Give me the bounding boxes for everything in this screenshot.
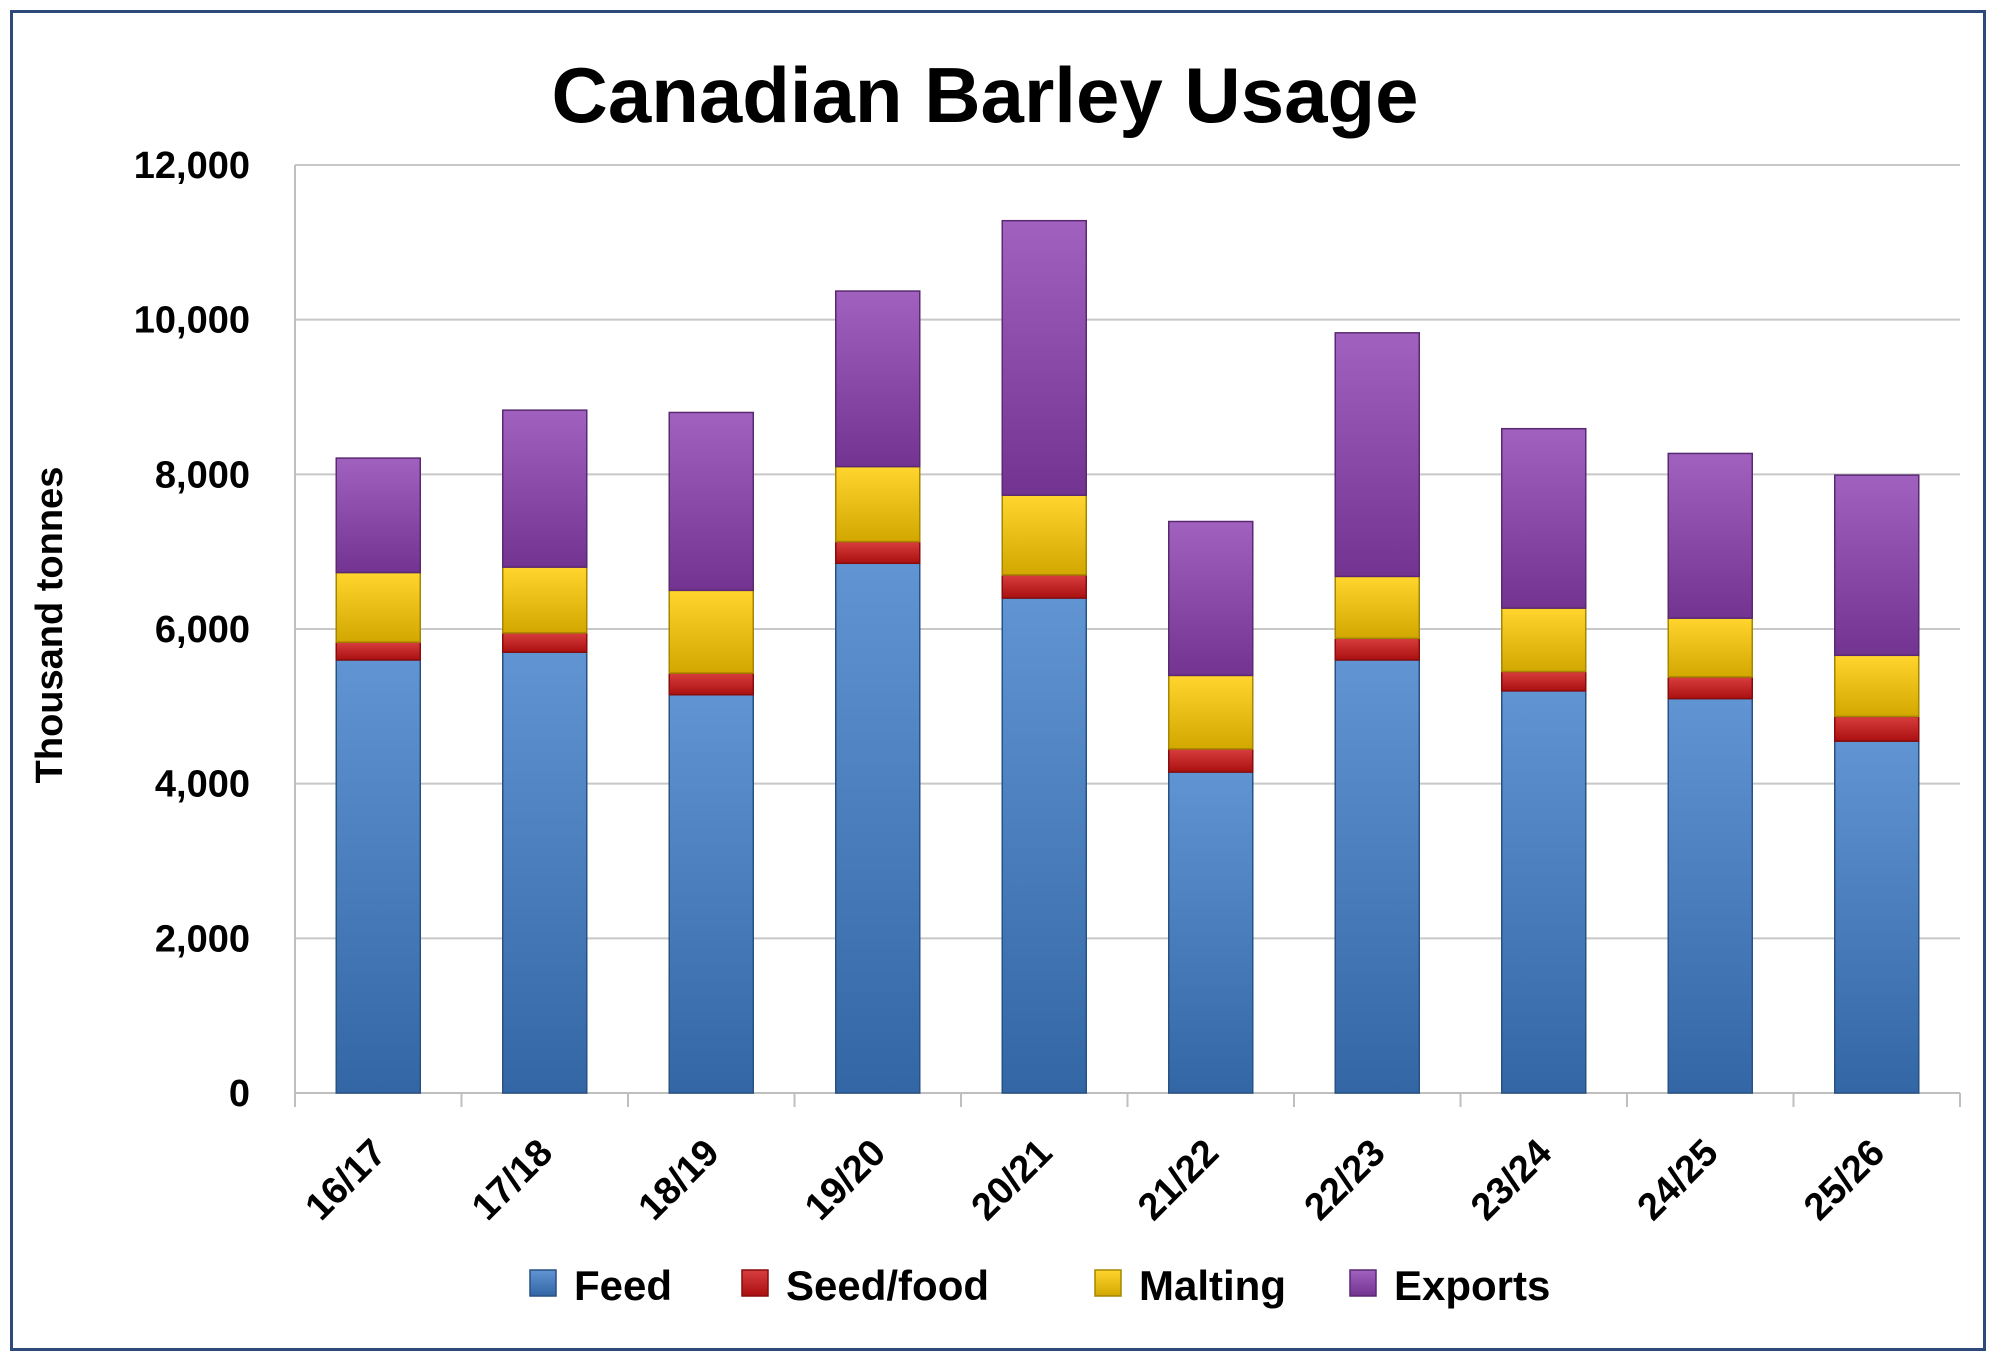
bar-stack-25-26: [1834, 474, 1920, 1094]
bar-exports-25-26: [1834, 474, 1920, 657]
bar-exports-22-23: [1334, 332, 1420, 578]
x-tick-label: 17/18: [464, 1132, 561, 1229]
legend-swatch: [529, 1269, 557, 1297]
bar-stack-16-17: [335, 457, 421, 1094]
bar-stack-18-19: [668, 411, 754, 1094]
x-tick-label: 16/17: [298, 1132, 395, 1229]
bar-malting-18-19: [668, 589, 754, 674]
bar-seed-food-20-21: [1001, 574, 1087, 599]
bars: [335, 219, 1920, 1094]
y-tick-label: 12,000: [134, 145, 250, 187]
bar-malting-22-23: [1334, 575, 1420, 640]
bar-seed-food-16-17: [335, 641, 421, 661]
bar-seed-food-24-25: [1667, 676, 1753, 700]
bar-malting-20-21: [1001, 494, 1087, 576]
legend-item-exports: Exports: [1349, 1262, 1550, 1309]
bar-feed-21-22: [1168, 771, 1254, 1094]
bar-stack-21-22: [1168, 520, 1254, 1094]
legend-item-malting: Malting: [1094, 1262, 1286, 1309]
bar-feed-24-25: [1667, 697, 1753, 1094]
bar-seed-food-22-23: [1334, 637, 1420, 661]
x-tick-label: 22/23: [1297, 1132, 1394, 1229]
bar-feed-19-20: [835, 562, 921, 1094]
bar-exports-17-18: [502, 409, 588, 568]
legend-swatch: [1349, 1269, 1377, 1297]
chart-title: Canadian Barley Usage: [551, 51, 1418, 139]
x-tick-label: 20/21: [964, 1132, 1061, 1229]
bar-malting-16-17: [335, 571, 421, 643]
bar-exports-16-17: [335, 457, 421, 574]
bar-seed-food-21-22: [1168, 748, 1254, 773]
legend: Feed Seed/food Malting Exports: [529, 1262, 1550, 1309]
x-tick-label: 18/19: [631, 1132, 728, 1229]
y-tick-label: 10,000: [134, 300, 250, 342]
bar-feed-22-23: [1334, 659, 1420, 1094]
bar-malting-21-22: [1168, 674, 1254, 750]
y-tick-label: 2,000: [155, 918, 250, 960]
y-tick-label: 0: [229, 1073, 250, 1115]
x-tick-labels: 16/17 17/18 18/19 19/20 20/21 21/22 22/23 23/24…: [298, 1132, 1893, 1229]
bar-exports-18-19: [668, 411, 754, 592]
bar-malting-24-25: [1667, 617, 1753, 678]
bar-seed-food-19-20: [835, 540, 921, 565]
x-tick-label: 25/26: [1796, 1132, 1893, 1229]
y-tick-labels: 0 2,000 4,000 6,000 8,000 10,000 12,000: [134, 145, 250, 1115]
bar-malting-25-26: [1834, 654, 1920, 718]
x-tick-label: 21/22: [1130, 1132, 1227, 1229]
bar-stack-19-20: [835, 290, 921, 1094]
bar-stack-24-25: [1667, 452, 1753, 1094]
bar-seed-food-25-26: [1834, 715, 1920, 742]
bar-feed-16-17: [335, 659, 421, 1094]
legend-label: Seed/food: [786, 1262, 989, 1309]
bar-stack-23-24: [1501, 427, 1587, 1094]
bar-seed-food-23-24: [1501, 670, 1587, 692]
legend-swatch: [1094, 1269, 1122, 1297]
bar-stack-22-23: [1334, 332, 1420, 1094]
bar-seed-food-18-19: [668, 672, 754, 696]
bar-feed-18-19: [668, 693, 754, 1094]
bar-exports-19-20: [835, 290, 921, 468]
legend-item-feed: Feed: [529, 1262, 672, 1309]
x-tick-label: 24/25: [1630, 1132, 1727, 1229]
bar-stack-17-18: [502, 409, 588, 1094]
x-tick-label: 23/24: [1463, 1132, 1560, 1229]
bar-stack-20-21: [1001, 219, 1087, 1094]
y-tick-label: 4,000: [155, 764, 250, 806]
legend-item-seed-food: Seed/food: [741, 1262, 989, 1309]
y-tick-label: 8,000: [155, 454, 250, 496]
bar-feed-23-24: [1501, 690, 1587, 1094]
bar-exports-21-22: [1168, 520, 1254, 677]
legend-swatch: [741, 1269, 769, 1297]
bar-exports-24-25: [1667, 452, 1753, 619]
y-tick-label: 6,000: [155, 609, 250, 651]
bar-exports-20-21: [1001, 219, 1087, 496]
legend-label: Feed: [574, 1262, 672, 1309]
bar-malting-19-20: [835, 465, 921, 543]
bar-feed-25-26: [1834, 740, 1920, 1094]
bar-feed-20-21: [1001, 597, 1087, 1094]
bar-feed-17-18: [502, 651, 588, 1094]
bar-malting-23-24: [1501, 607, 1587, 673]
bar-malting-17-18: [502, 566, 588, 634]
bar-seed-food-17-18: [502, 632, 588, 653]
bar-exports-23-24: [1501, 427, 1587, 609]
y-axis-label: Thousand tonnes: [29, 467, 71, 784]
legend-label: Exports: [1394, 1262, 1550, 1309]
legend-label: Malting: [1139, 1262, 1286, 1309]
x-tick-label: 19/20: [797, 1132, 894, 1229]
